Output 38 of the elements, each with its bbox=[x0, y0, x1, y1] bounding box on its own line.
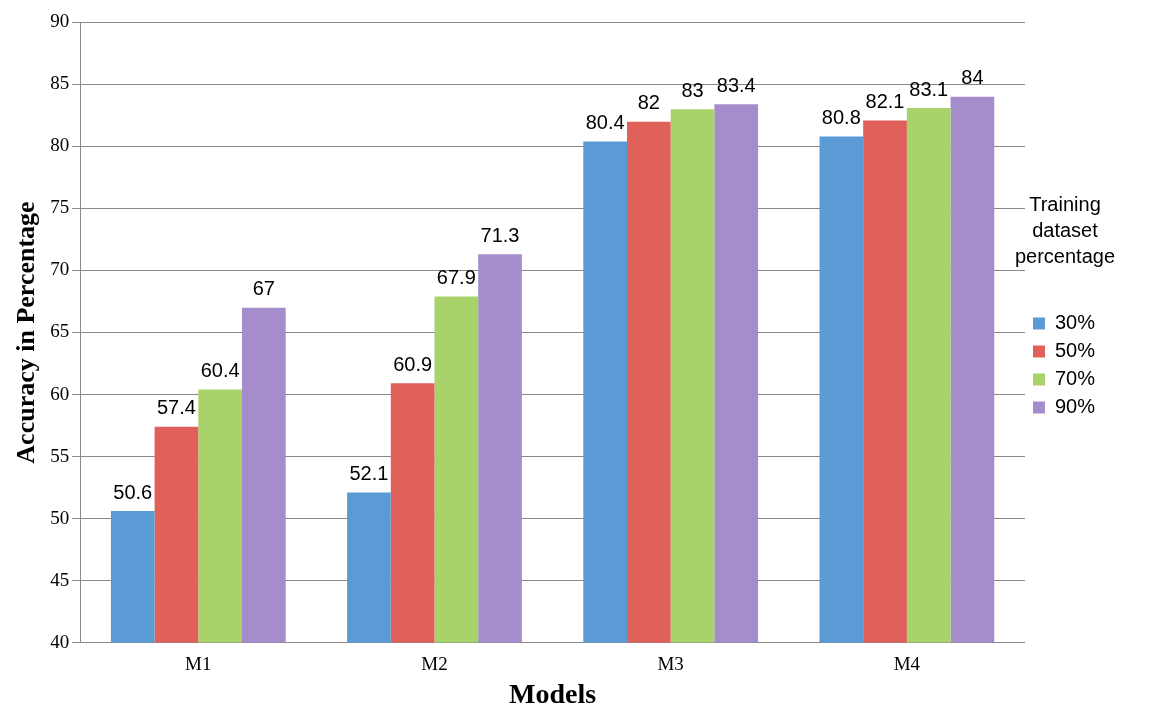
data-label: 52.1 bbox=[349, 462, 389, 485]
y-tick-label: 85 bbox=[50, 72, 70, 94]
legend-label: 50% bbox=[1054, 339, 1096, 362]
y-tick-label: 40 bbox=[50, 630, 70, 652]
data-label: 57.4 bbox=[156, 396, 196, 419]
data-label: 82 bbox=[637, 91, 660, 114]
x-axis-title: Models bbox=[509, 678, 597, 710]
x-tick-label: M2 bbox=[421, 652, 448, 674]
data-label: 80.4 bbox=[585, 110, 625, 133]
y-tick-label: 75 bbox=[50, 196, 70, 218]
x-tick-label: M1 bbox=[185, 652, 212, 674]
y-tick-label: 60 bbox=[50, 382, 70, 404]
x-tick-label: M3 bbox=[657, 652, 684, 674]
y-axis-title: Accuracy in Percentage bbox=[11, 201, 41, 464]
data-label: 67.9 bbox=[436, 266, 476, 289]
data-label: 83 bbox=[681, 78, 704, 101]
legend-title: Training dataset percentage bbox=[1014, 193, 1116, 268]
data-label: 71.3 bbox=[480, 223, 520, 246]
legend-label: 30% bbox=[1054, 311, 1096, 334]
y-tick-label: 50 bbox=[50, 506, 70, 528]
data-label: 60.9 bbox=[393, 352, 433, 375]
y-tick-label: 55 bbox=[50, 444, 70, 466]
data-label: 83.4 bbox=[716, 73, 756, 96]
x-tick-label: M4 bbox=[893, 652, 921, 674]
y-tick-label: 70 bbox=[50, 258, 70, 280]
data-label: 83.1 bbox=[909, 77, 949, 100]
y-tick-label: 45 bbox=[50, 568, 70, 590]
data-label: 84 bbox=[961, 66, 984, 89]
data-label: 80.8 bbox=[821, 106, 861, 129]
y-tick-label: 65 bbox=[50, 320, 70, 342]
legend-label: 70% bbox=[1054, 367, 1096, 390]
data-label: 67 bbox=[252, 277, 275, 300]
data-label: 82.1 bbox=[865, 89, 905, 112]
data-label: 60.4 bbox=[200, 359, 240, 382]
y-tick-label: 80 bbox=[50, 134, 70, 156]
y-tick-label: 90 bbox=[50, 10, 70, 32]
data-label: 50.6 bbox=[113, 480, 153, 503]
legend-label: 90% bbox=[1054, 395, 1096, 418]
